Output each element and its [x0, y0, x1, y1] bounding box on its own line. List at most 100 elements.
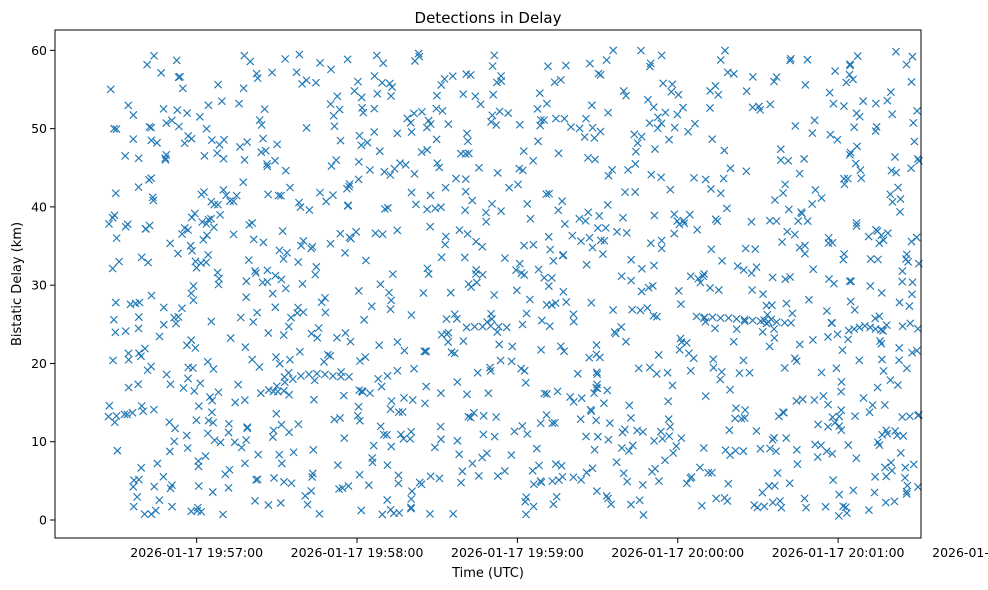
- detection-point: [892, 168, 901, 177]
- detection-point: [134, 183, 143, 192]
- detection-point: [383, 496, 392, 505]
- detection-point: [240, 51, 249, 60]
- detection-point: [216, 438, 225, 447]
- detection-point: [872, 122, 881, 131]
- detection-point: [510, 427, 519, 436]
- detection-point: [828, 319, 837, 328]
- detection-point: [798, 395, 807, 404]
- detection-point: [554, 149, 563, 158]
- detection-point: [638, 480, 647, 489]
- detection-point: [658, 434, 667, 443]
- detection-point: [218, 510, 227, 519]
- detection-point: [626, 413, 635, 422]
- detection-point: [776, 145, 785, 154]
- detection-point: [422, 347, 431, 356]
- detection-point: [585, 59, 594, 68]
- detection-point: [895, 207, 904, 216]
- detection-point: [739, 356, 748, 365]
- detection-point: [768, 498, 777, 507]
- detection-point: [668, 381, 677, 390]
- detection-point: [834, 511, 843, 520]
- detection-point: [706, 184, 715, 193]
- detection-point: [191, 257, 200, 266]
- detection-point: [649, 103, 658, 112]
- detection-point: [496, 356, 505, 365]
- detection-point: [756, 444, 765, 453]
- detection-point: [770, 324, 779, 334]
- detection-point: [850, 305, 859, 314]
- detection-point: [700, 269, 709, 279]
- detection-point: [121, 151, 130, 160]
- detection-point: [479, 411, 488, 420]
- detection-point: [722, 204, 731, 213]
- detection-point: [646, 239, 655, 248]
- detection-point: [214, 80, 223, 89]
- detection-point: [296, 371, 305, 380]
- detection-point: [333, 461, 342, 470]
- detection-point: [112, 234, 121, 243]
- detection-point: [692, 312, 701, 321]
- detection-point: [192, 416, 201, 425]
- detection-point: [282, 248, 291, 257]
- detection-point: [235, 99, 244, 108]
- detection-point: [831, 67, 840, 76]
- detection-point: [839, 255, 848, 264]
- detection-point: [835, 412, 844, 421]
- detection-point: [279, 331, 288, 340]
- detection-point: [354, 402, 363, 411]
- detection-point: [326, 100, 335, 109]
- detection-point: [804, 295, 813, 304]
- detection-point: [844, 441, 853, 450]
- detection-point: [648, 281, 657, 290]
- detection-point: [747, 217, 756, 226]
- detection-point: [697, 501, 706, 510]
- y-tick-label: 50: [31, 121, 47, 136]
- detection-point: [256, 389, 265, 398]
- detection-point: [316, 58, 325, 67]
- detection-point: [129, 135, 138, 144]
- detection-point: [873, 383, 882, 392]
- detection-point: [686, 366, 695, 375]
- detection-point: [314, 324, 323, 333]
- detection-point: [489, 90, 498, 99]
- detection-point: [298, 279, 307, 288]
- detection-point: [387, 396, 396, 406]
- detection-point: [782, 299, 791, 308]
- detection-point: [592, 416, 601, 425]
- detection-point: [473, 368, 482, 377]
- detection-point: [585, 233, 594, 242]
- detection-point: [784, 205, 793, 214]
- detection-point: [828, 413, 837, 422]
- detection-point: [633, 426, 642, 435]
- detection-point: [406, 118, 415, 127]
- detection-point: [593, 384, 602, 393]
- detection-point: [871, 314, 880, 323]
- detection-point: [358, 103, 367, 112]
- detection-point: [841, 503, 850, 512]
- detection-point: [652, 369, 661, 378]
- detection-point: [621, 188, 630, 197]
- detection-point: [140, 344, 149, 353]
- detection-point: [762, 301, 771, 310]
- detection-point: [598, 250, 607, 259]
- detection-point: [701, 392, 710, 401]
- detection-point: [302, 123, 311, 132]
- detection-point: [852, 109, 861, 118]
- detection-point: [184, 374, 193, 383]
- detection-point: [502, 323, 511, 332]
- detection-point: [880, 400, 889, 410]
- detection-point: [458, 467, 467, 476]
- detection-point: [568, 231, 577, 240]
- detection-point: [766, 100, 775, 109]
- detection-point: [105, 401, 114, 410]
- detection-point: [470, 322, 479, 331]
- detection-point: [592, 487, 601, 496]
- detection-point: [186, 241, 195, 250]
- detection-point: [240, 396, 249, 405]
- detection-point: [639, 510, 648, 519]
- detection-point: [284, 322, 293, 331]
- detection-point: [821, 502, 830, 511]
- detection-point: [369, 441, 378, 450]
- detection-point: [357, 141, 366, 150]
- detection-point: [435, 163, 444, 172]
